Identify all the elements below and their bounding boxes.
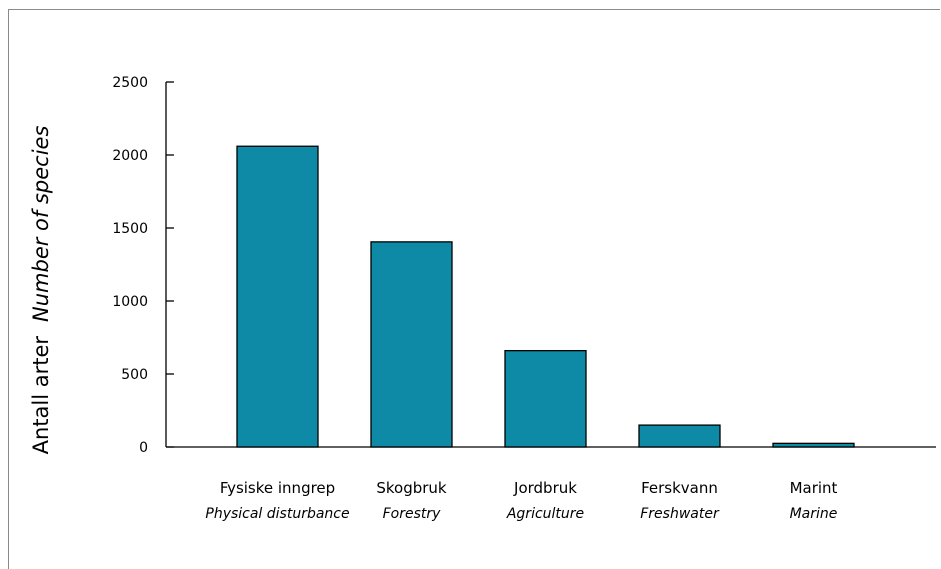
x-tick-label: Ferskvann [641,479,718,497]
y-tick-label: 1500 [112,221,148,237]
y-tick-label: 1000 [112,294,148,310]
bar-ferskvann [638,424,721,448]
y-tick-label: 500 [121,367,148,383]
x-tick-label: Marint [790,479,838,497]
x-tick-labels: Fysiske inngrep Physical disturbance Skogb… [205,479,837,522]
y-axis-label-no: Antall arter [29,336,53,455]
bar-skogbruk [370,241,453,448]
y-tick-label: 0 [139,440,148,456]
bars [236,145,855,448]
x-tick-label-en: Agriculture [506,506,584,522]
x-tick-label-en: Marine [790,506,838,522]
y-axis-label-en: Number of species [29,126,53,322]
chart-frame [8,9,940,569]
y-tick-label: 2500 [112,75,148,91]
x-tick-label-en: Physical disturbance [205,506,349,522]
x-tick-label-en: Freshwater [640,506,720,522]
x-tick-label: Fysiske inngrep [220,479,335,497]
x-tick-label: Jordbruk [513,479,577,497]
y-ticks: 0 500 1000 1500 2000 2500 [112,75,174,456]
bar-fysiske-inngrep [236,145,319,448]
y-axis-label: Antall arter Number of species [29,126,53,455]
bar-jordbruk [504,349,587,448]
bar-marint [772,442,855,448]
x-tick-label: Skogbruk [376,479,447,497]
y-tick-label: 2000 [112,148,148,164]
x-tick-label-en: Forestry [383,506,442,522]
